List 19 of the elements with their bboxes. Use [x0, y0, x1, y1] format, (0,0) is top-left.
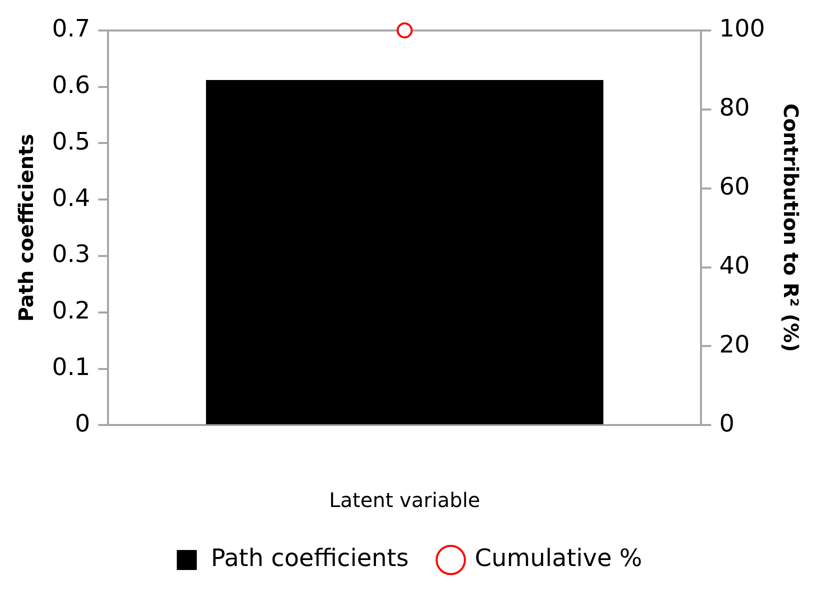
- legend-label: Path coefficients: [210, 544, 409, 572]
- y-tick-label: 0.3: [52, 240, 90, 268]
- y-tick-label: 0.2: [52, 296, 90, 325]
- y2-tick-label: 40: [719, 252, 750, 280]
- legend-label: Cumulative %: [474, 544, 642, 572]
- y2-tick-label: 80: [719, 94, 750, 122]
- y-axis-title: Path coefficients: [14, 134, 38, 322]
- y2-tick-label: 100: [719, 14, 766, 43]
- y-tick-label: 0.6: [52, 71, 90, 100]
- y-tick-label: 0.4: [52, 184, 90, 212]
- y-tick-label: 0.7: [52, 14, 90, 43]
- y2-tick-label: 20: [719, 330, 750, 358]
- y2-tick-label: 0: [719, 409, 734, 438]
- y-tick-label: 0.5: [52, 127, 90, 156]
- y-tick-label: 0: [74, 409, 90, 438]
- y2-tick-label: 60: [719, 172, 750, 201]
- y2-axis-title: Contribution to R² (%): [778, 104, 803, 352]
- y-tick-label: 0.1: [52, 353, 90, 382]
- x-axis-title: Latent variable: [329, 488, 480, 512]
